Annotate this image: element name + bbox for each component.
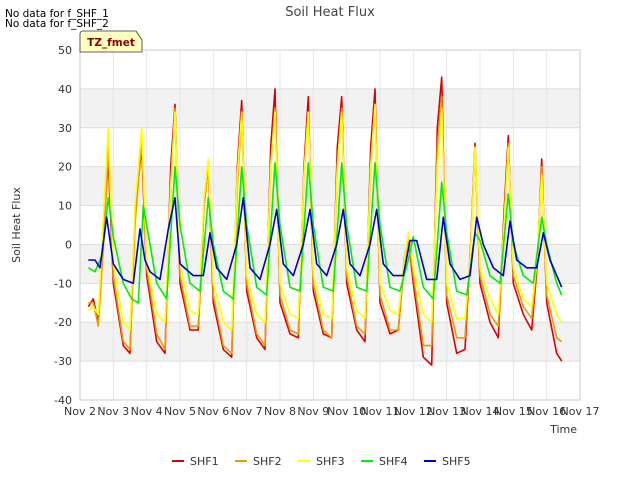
grid-band [80, 88, 580, 128]
x-tick-label: Nov 15 [494, 405, 533, 418]
y-tick-label: 30 [58, 122, 72, 135]
x-tick-label: Nov 4 [131, 405, 163, 418]
series-line-shf1 [87, 76, 563, 366]
x-tick-label: Nov 2 [64, 405, 96, 418]
chart-title: Soil Heat Flux [285, 5, 375, 20]
y-tick-label: -10 [54, 277, 72, 290]
x-tick-label: Nov 8 [264, 405, 296, 418]
x-tick-label: Nov 10 [327, 405, 366, 418]
grid-band [80, 166, 580, 206]
x-tick-label: Nov 11 [361, 405, 400, 418]
grid-band [80, 322, 580, 362]
y-tick-label: -40 [54, 394, 72, 407]
no-data-note-2: No data for f_SHF_2 [5, 18, 109, 30]
x-tick-label: Nov 12 [394, 405, 433, 418]
badge-box [79, 30, 143, 53]
y-tick-label: 10 [58, 200, 72, 213]
y-tick-label: -20 [54, 316, 72, 329]
x-tick-label: Nov 9 [297, 405, 329, 418]
series-line-shf3 [87, 103, 563, 331]
legend-label-shf3: SHF3 [316, 455, 345, 468]
badge-label: TZ_fmet [87, 37, 135, 49]
legend-label-shf2: SHF2 [253, 455, 282, 468]
x-tick-label: Nov 13 [427, 405, 466, 418]
legend-label-shf4: SHF4 [379, 455, 408, 468]
y-tick-label: 50 [58, 44, 72, 57]
x-tick-label: Nov 7 [231, 405, 263, 418]
series-line-shf2 [88, 95, 563, 355]
x-tick-label: Nov 14 [461, 405, 500, 418]
series-line-shf5 [88, 197, 563, 288]
no-data-note-1: No data for f_SHF_1 [5, 8, 109, 20]
x-tick-label: Nov 16 [527, 405, 566, 418]
x-tick-label: Nov 6 [197, 405, 229, 418]
y-tick-label: 0 [65, 238, 72, 251]
legend-label-shf5: SHF5 [442, 455, 471, 468]
y-axis-label: Soil Heat Flux [10, 187, 23, 263]
x-tick-label: Nov 3 [97, 405, 129, 418]
legend-label-shf1: SHF1 [190, 455, 219, 468]
x-tick-label: Nov 5 [164, 405, 196, 418]
x-axis-label: Time [549, 423, 577, 436]
y-tick-label: 20 [58, 161, 72, 174]
y-tick-label: -30 [54, 355, 72, 368]
x-tick-label: Nov 17 [561, 405, 600, 418]
plot-frame [79, 49, 581, 401]
y-tick-label: 40 [58, 83, 72, 96]
